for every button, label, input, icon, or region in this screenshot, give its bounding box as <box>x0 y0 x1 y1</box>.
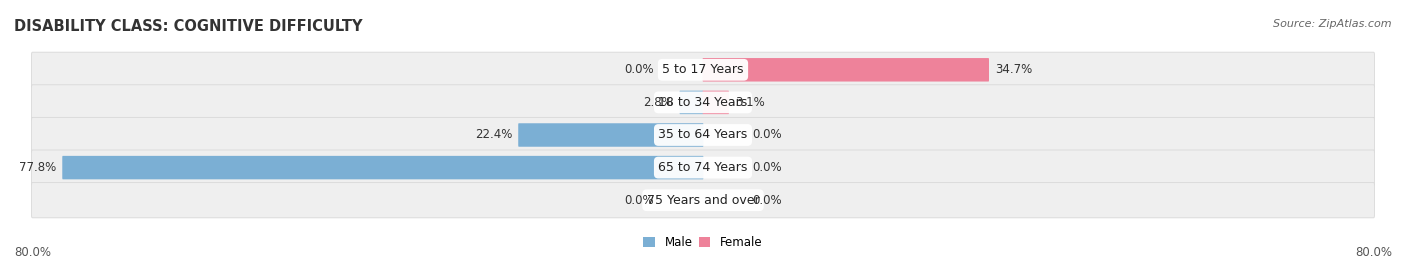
Text: 0.0%: 0.0% <box>752 129 782 141</box>
FancyBboxPatch shape <box>31 117 1375 153</box>
FancyBboxPatch shape <box>31 52 1375 87</box>
Text: 3.1%: 3.1% <box>735 96 765 109</box>
FancyBboxPatch shape <box>31 150 1375 185</box>
Text: DISABILITY CLASS: COGNITIVE DIFFICULTY: DISABILITY CLASS: COGNITIVE DIFFICULTY <box>14 19 363 34</box>
FancyBboxPatch shape <box>703 91 728 114</box>
FancyBboxPatch shape <box>31 85 1375 120</box>
FancyBboxPatch shape <box>519 123 703 147</box>
Text: 18 to 34 Years: 18 to 34 Years <box>658 96 748 109</box>
Text: 65 to 74 Years: 65 to 74 Years <box>658 161 748 174</box>
FancyBboxPatch shape <box>31 183 1375 218</box>
FancyBboxPatch shape <box>679 91 703 114</box>
Text: 2.8%: 2.8% <box>644 96 673 109</box>
FancyBboxPatch shape <box>62 156 703 179</box>
Text: 0.0%: 0.0% <box>624 63 654 76</box>
Text: 0.0%: 0.0% <box>752 161 782 174</box>
Text: 0.0%: 0.0% <box>752 194 782 207</box>
Legend: Male, Female: Male, Female <box>638 231 768 254</box>
Text: 80.0%: 80.0% <box>14 246 51 259</box>
Text: 35 to 64 Years: 35 to 64 Years <box>658 129 748 141</box>
Text: 34.7%: 34.7% <box>995 63 1032 76</box>
Text: Source: ZipAtlas.com: Source: ZipAtlas.com <box>1274 19 1392 29</box>
Text: 75 Years and over: 75 Years and over <box>647 194 759 207</box>
Text: 77.8%: 77.8% <box>18 161 56 174</box>
Text: 22.4%: 22.4% <box>475 129 512 141</box>
Text: 80.0%: 80.0% <box>1355 246 1392 259</box>
FancyBboxPatch shape <box>703 58 988 82</box>
Text: 0.0%: 0.0% <box>624 194 654 207</box>
Text: 5 to 17 Years: 5 to 17 Years <box>662 63 744 76</box>
